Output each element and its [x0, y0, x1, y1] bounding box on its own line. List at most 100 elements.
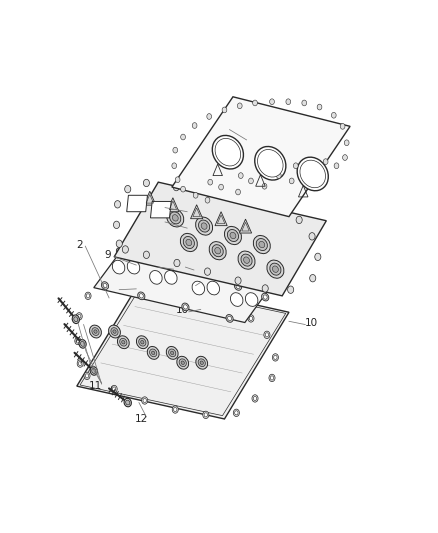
- Ellipse shape: [261, 293, 269, 301]
- Ellipse shape: [237, 103, 242, 109]
- Ellipse shape: [138, 292, 145, 300]
- Ellipse shape: [270, 376, 274, 380]
- Ellipse shape: [84, 372, 90, 379]
- Ellipse shape: [136, 336, 148, 349]
- Ellipse shape: [169, 349, 176, 357]
- Polygon shape: [151, 201, 171, 218]
- Ellipse shape: [203, 411, 209, 418]
- Text: 4: 4: [187, 279, 194, 288]
- Ellipse shape: [233, 409, 240, 416]
- Ellipse shape: [85, 374, 88, 378]
- Ellipse shape: [200, 361, 203, 365]
- Ellipse shape: [124, 398, 131, 407]
- Ellipse shape: [215, 139, 240, 166]
- Ellipse shape: [92, 368, 96, 374]
- Ellipse shape: [141, 397, 148, 404]
- Polygon shape: [191, 205, 203, 219]
- Ellipse shape: [236, 189, 240, 195]
- Ellipse shape: [272, 204, 279, 211]
- Ellipse shape: [205, 197, 210, 203]
- Ellipse shape: [174, 260, 180, 266]
- Ellipse shape: [209, 241, 226, 260]
- Ellipse shape: [139, 338, 146, 346]
- Ellipse shape: [179, 359, 186, 367]
- Ellipse shape: [86, 294, 90, 298]
- Ellipse shape: [340, 124, 345, 129]
- Ellipse shape: [319, 173, 324, 179]
- Text: 8: 8: [219, 123, 226, 133]
- Polygon shape: [77, 279, 289, 419]
- Ellipse shape: [175, 177, 180, 183]
- Text: 6: 6: [155, 215, 162, 225]
- Ellipse shape: [235, 277, 241, 284]
- Ellipse shape: [207, 114, 212, 119]
- Ellipse shape: [183, 237, 194, 248]
- Text: 9: 9: [104, 250, 111, 260]
- Ellipse shape: [77, 360, 83, 367]
- Ellipse shape: [129, 279, 133, 282]
- Ellipse shape: [263, 295, 267, 299]
- Ellipse shape: [173, 183, 179, 191]
- Ellipse shape: [207, 281, 219, 295]
- Ellipse shape: [152, 351, 155, 354]
- Ellipse shape: [143, 399, 146, 402]
- Ellipse shape: [253, 397, 257, 400]
- Ellipse shape: [198, 359, 205, 367]
- Ellipse shape: [166, 346, 178, 359]
- Ellipse shape: [81, 342, 85, 346]
- Ellipse shape: [103, 284, 107, 288]
- Ellipse shape: [334, 163, 339, 168]
- Ellipse shape: [191, 288, 197, 295]
- Ellipse shape: [201, 223, 207, 229]
- Ellipse shape: [78, 361, 82, 366]
- Ellipse shape: [224, 227, 241, 245]
- Ellipse shape: [293, 163, 298, 168]
- Ellipse shape: [113, 221, 120, 229]
- Text: 11: 11: [89, 381, 102, 391]
- Ellipse shape: [192, 290, 196, 294]
- Ellipse shape: [111, 328, 118, 335]
- Ellipse shape: [245, 293, 258, 306]
- Ellipse shape: [248, 314, 254, 322]
- Ellipse shape: [215, 247, 221, 254]
- Ellipse shape: [288, 286, 294, 293]
- Ellipse shape: [85, 292, 91, 300]
- Ellipse shape: [206, 190, 212, 197]
- Ellipse shape: [286, 99, 291, 104]
- Ellipse shape: [177, 356, 189, 369]
- Ellipse shape: [196, 356, 208, 369]
- Polygon shape: [215, 212, 227, 225]
- Ellipse shape: [198, 220, 210, 232]
- Ellipse shape: [267, 260, 284, 278]
- Ellipse shape: [264, 331, 270, 338]
- Ellipse shape: [272, 266, 279, 272]
- Ellipse shape: [323, 159, 328, 165]
- Ellipse shape: [113, 387, 116, 391]
- Ellipse shape: [173, 407, 177, 411]
- Ellipse shape: [79, 340, 86, 348]
- Ellipse shape: [89, 325, 102, 338]
- Ellipse shape: [255, 147, 286, 180]
- Ellipse shape: [212, 245, 223, 257]
- Ellipse shape: [161, 282, 164, 287]
- Ellipse shape: [122, 341, 125, 344]
- Ellipse shape: [111, 385, 117, 393]
- Ellipse shape: [222, 298, 227, 306]
- Ellipse shape: [262, 285, 268, 292]
- Ellipse shape: [193, 192, 198, 198]
- Ellipse shape: [143, 251, 149, 259]
- Ellipse shape: [180, 233, 198, 252]
- Ellipse shape: [109, 325, 120, 338]
- Ellipse shape: [141, 341, 144, 344]
- Ellipse shape: [230, 232, 236, 239]
- Polygon shape: [240, 219, 251, 233]
- Ellipse shape: [74, 317, 78, 322]
- Ellipse shape: [212, 135, 244, 169]
- Ellipse shape: [122, 246, 128, 253]
- Ellipse shape: [116, 240, 122, 247]
- Ellipse shape: [276, 173, 281, 179]
- Polygon shape: [94, 240, 280, 322]
- Text: 10: 10: [172, 260, 185, 270]
- Ellipse shape: [117, 248, 124, 255]
- Ellipse shape: [226, 314, 233, 322]
